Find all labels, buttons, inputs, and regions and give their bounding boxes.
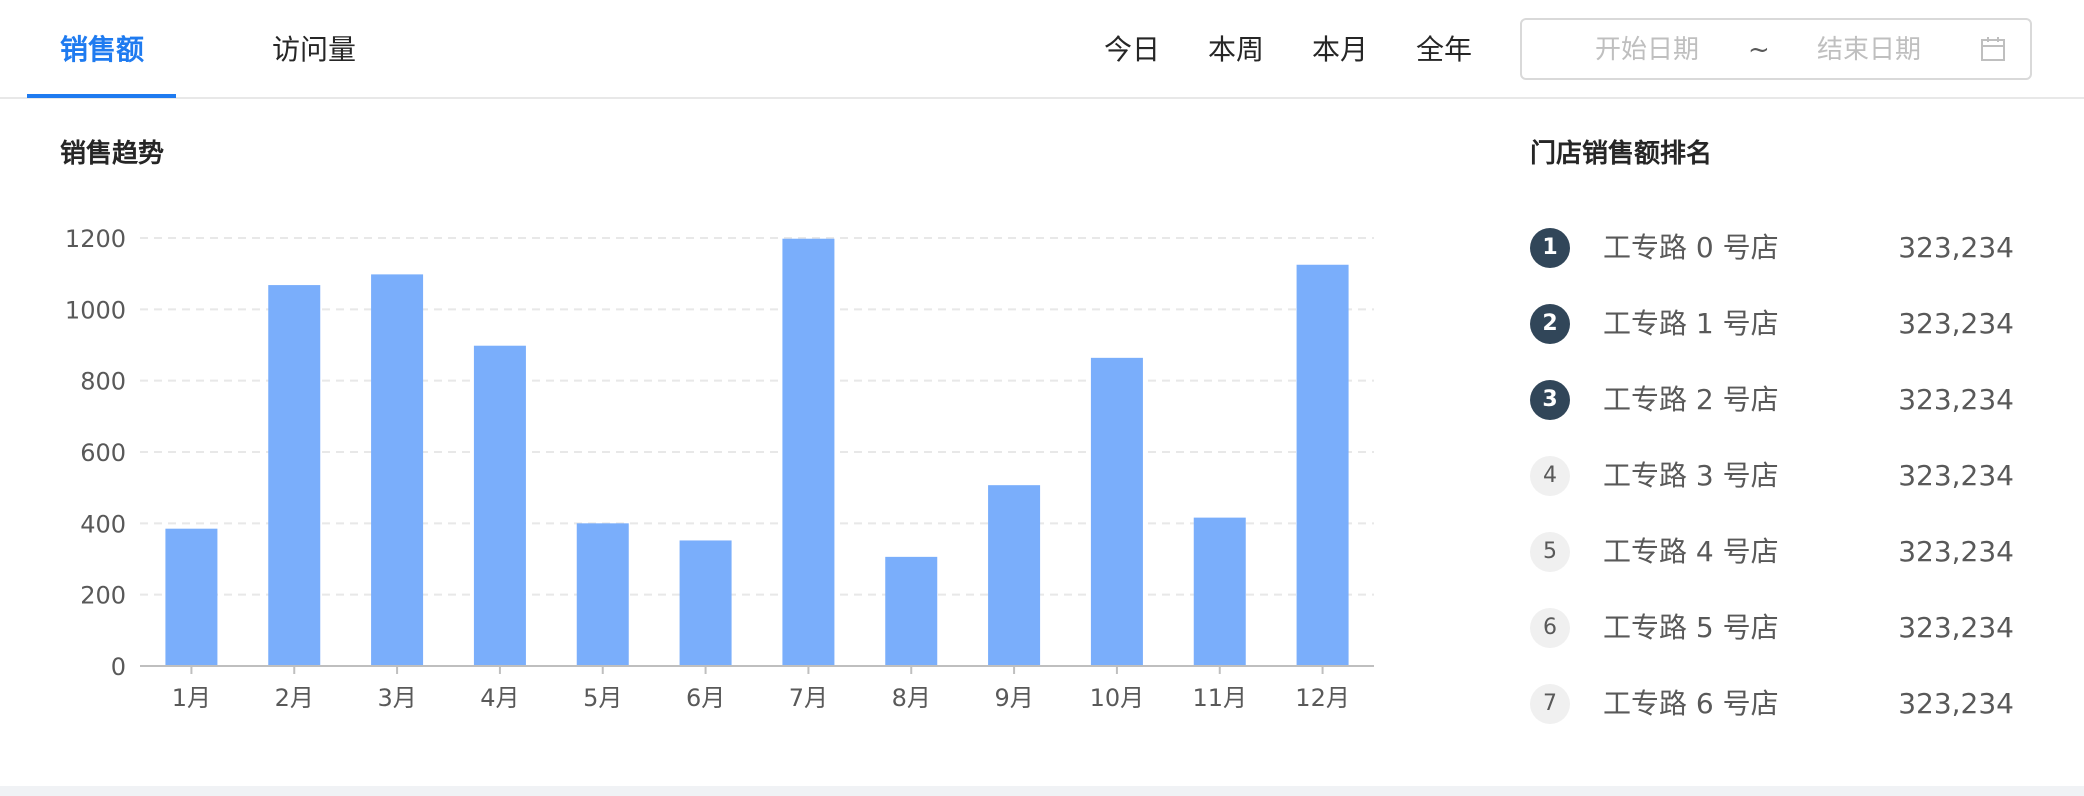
trend-title: 销售趋势 [60, 139, 165, 169]
ranking-item: 6 工专路 5 号店 323,234 [1530, 590, 2030, 666]
store-name: 工专路 1 号店 [1603, 307, 1779, 340]
active-tab-indicator [27, 94, 176, 98]
date-separator: ~ [1748, 35, 1770, 65]
rank-badge: 4 [1530, 456, 1570, 496]
tab-sales[interactable]: 销售额 [60, 33, 145, 66]
ranking-item: 7 工专路 6 号店 323,234 [1530, 666, 2030, 742]
bar-4[interactable] [473, 345, 526, 666]
x-tick-label: 8月 [892, 684, 931, 712]
range-week-link[interactable]: 本周 [1208, 33, 1265, 66]
store-sales-value: 323,234 [1898, 535, 2014, 568]
bar-11[interactable] [1193, 517, 1246, 666]
ranking-item: 1 工专路 0 号店 323,234 [1530, 210, 2030, 286]
store-name: 工专路 5 号店 [1603, 611, 1779, 644]
y-tick-label: 1200 [65, 225, 126, 253]
x-tick-label: 10月 [1090, 684, 1145, 712]
bar-3[interactable] [371, 274, 424, 666]
start-date-input[interactable] [1572, 30, 1722, 70]
rank-badge: 5 [1530, 532, 1570, 572]
bar-5[interactable] [576, 523, 629, 666]
tab-visits[interactable]: 访问量 [272, 33, 357, 66]
rank-badge: 1 [1530, 228, 1570, 268]
rank-badge: 2 [1530, 304, 1570, 344]
rank-badge: 7 [1530, 684, 1570, 724]
store-name: 工专路 0 号店 [1603, 231, 1779, 264]
x-tick-label: 12月 [1295, 684, 1350, 712]
store-name: 工专路 4 号店 [1603, 535, 1779, 568]
ranking-item: 5 工专路 4 号店 323,234 [1530, 514, 2030, 590]
y-tick-label: 400 [80, 510, 126, 538]
ranking-item: 4 工专路 3 号店 323,234 [1530, 438, 2030, 514]
store-name: 工专路 3 号店 [1603, 459, 1779, 492]
store-sales-value: 323,234 [1898, 383, 2014, 416]
rank-badge: 6 [1530, 608, 1570, 648]
x-tick-label: 5月 [583, 684, 622, 712]
x-tick-label: 2月 [275, 684, 314, 712]
range-year-link[interactable]: 全年 [1416, 33, 1473, 66]
x-tick-label: 4月 [480, 684, 519, 712]
calendar-icon[interactable] [1980, 36, 2006, 62]
bar-7[interactable] [782, 238, 835, 667]
ranking-item: 2 工专路 1 号店 323,234 [1530, 286, 2030, 362]
store-ranking-list: 1 工专路 0 号店 323,234 2 工专路 1 号店 323,234 3 工专路 2 号… [1530, 210, 2030, 742]
x-tick-label: 6月 [686, 684, 725, 712]
x-tick-label: 3月 [377, 684, 416, 712]
y-tick-label: 1000 [65, 296, 126, 324]
bar-6[interactable] [679, 540, 732, 666]
store-sales-value: 323,234 [1898, 611, 2014, 644]
x-tick-label: 11月 [1192, 684, 1247, 712]
bar-12[interactable] [1296, 264, 1349, 666]
x-tick-label: 9月 [994, 684, 1033, 712]
ranking-item: 3 工专路 2 号店 323,234 [1530, 362, 2030, 438]
end-date-input[interactable] [1794, 30, 1944, 70]
bar-1[interactable] [165, 528, 218, 666]
store-sales-value: 323,234 [1898, 687, 2014, 720]
x-tick-label: 1月 [172, 684, 211, 712]
bar-2[interactable] [268, 285, 321, 666]
rank-badge: 3 [1530, 380, 1570, 420]
store-sales-value: 323,234 [1898, 307, 2014, 340]
x-tick-label: 7月 [789, 684, 828, 712]
store-name: 工专路 2 号店 [1603, 383, 1779, 416]
y-tick-label: 200 [80, 582, 126, 610]
store-sales-value: 323,234 [1898, 459, 2014, 492]
date-range-picker[interactable]: ~ [1520, 18, 2032, 80]
y-tick-label: 800 [80, 368, 126, 396]
range-today-link[interactable]: 今日 [1104, 33, 1161, 66]
tab-bar: 销售额 访问量 今日 本周 本月 全年 ~ [0, 0, 2084, 99]
ranking-title: 门店销售额排名 [1530, 139, 1713, 169]
y-tick-label: 0 [111, 653, 126, 681]
bar-9[interactable] [988, 485, 1041, 666]
y-tick-label: 600 [80, 439, 126, 467]
range-month-link[interactable]: 本月 [1312, 33, 1369, 66]
store-sales-value: 323,234 [1898, 231, 2014, 264]
page-background-strip [0, 786, 2084, 796]
sales-bar-chart: 0 200 400 600 800 1000 1200 1月 2月 3月 4月 5月 6月 7月 8月 9月 1… [65, 225, 1374, 712]
store-name: 工专路 6 号店 [1603, 687, 1779, 720]
bar-8[interactable] [885, 556, 938, 666]
bar-10[interactable] [1090, 357, 1143, 666]
